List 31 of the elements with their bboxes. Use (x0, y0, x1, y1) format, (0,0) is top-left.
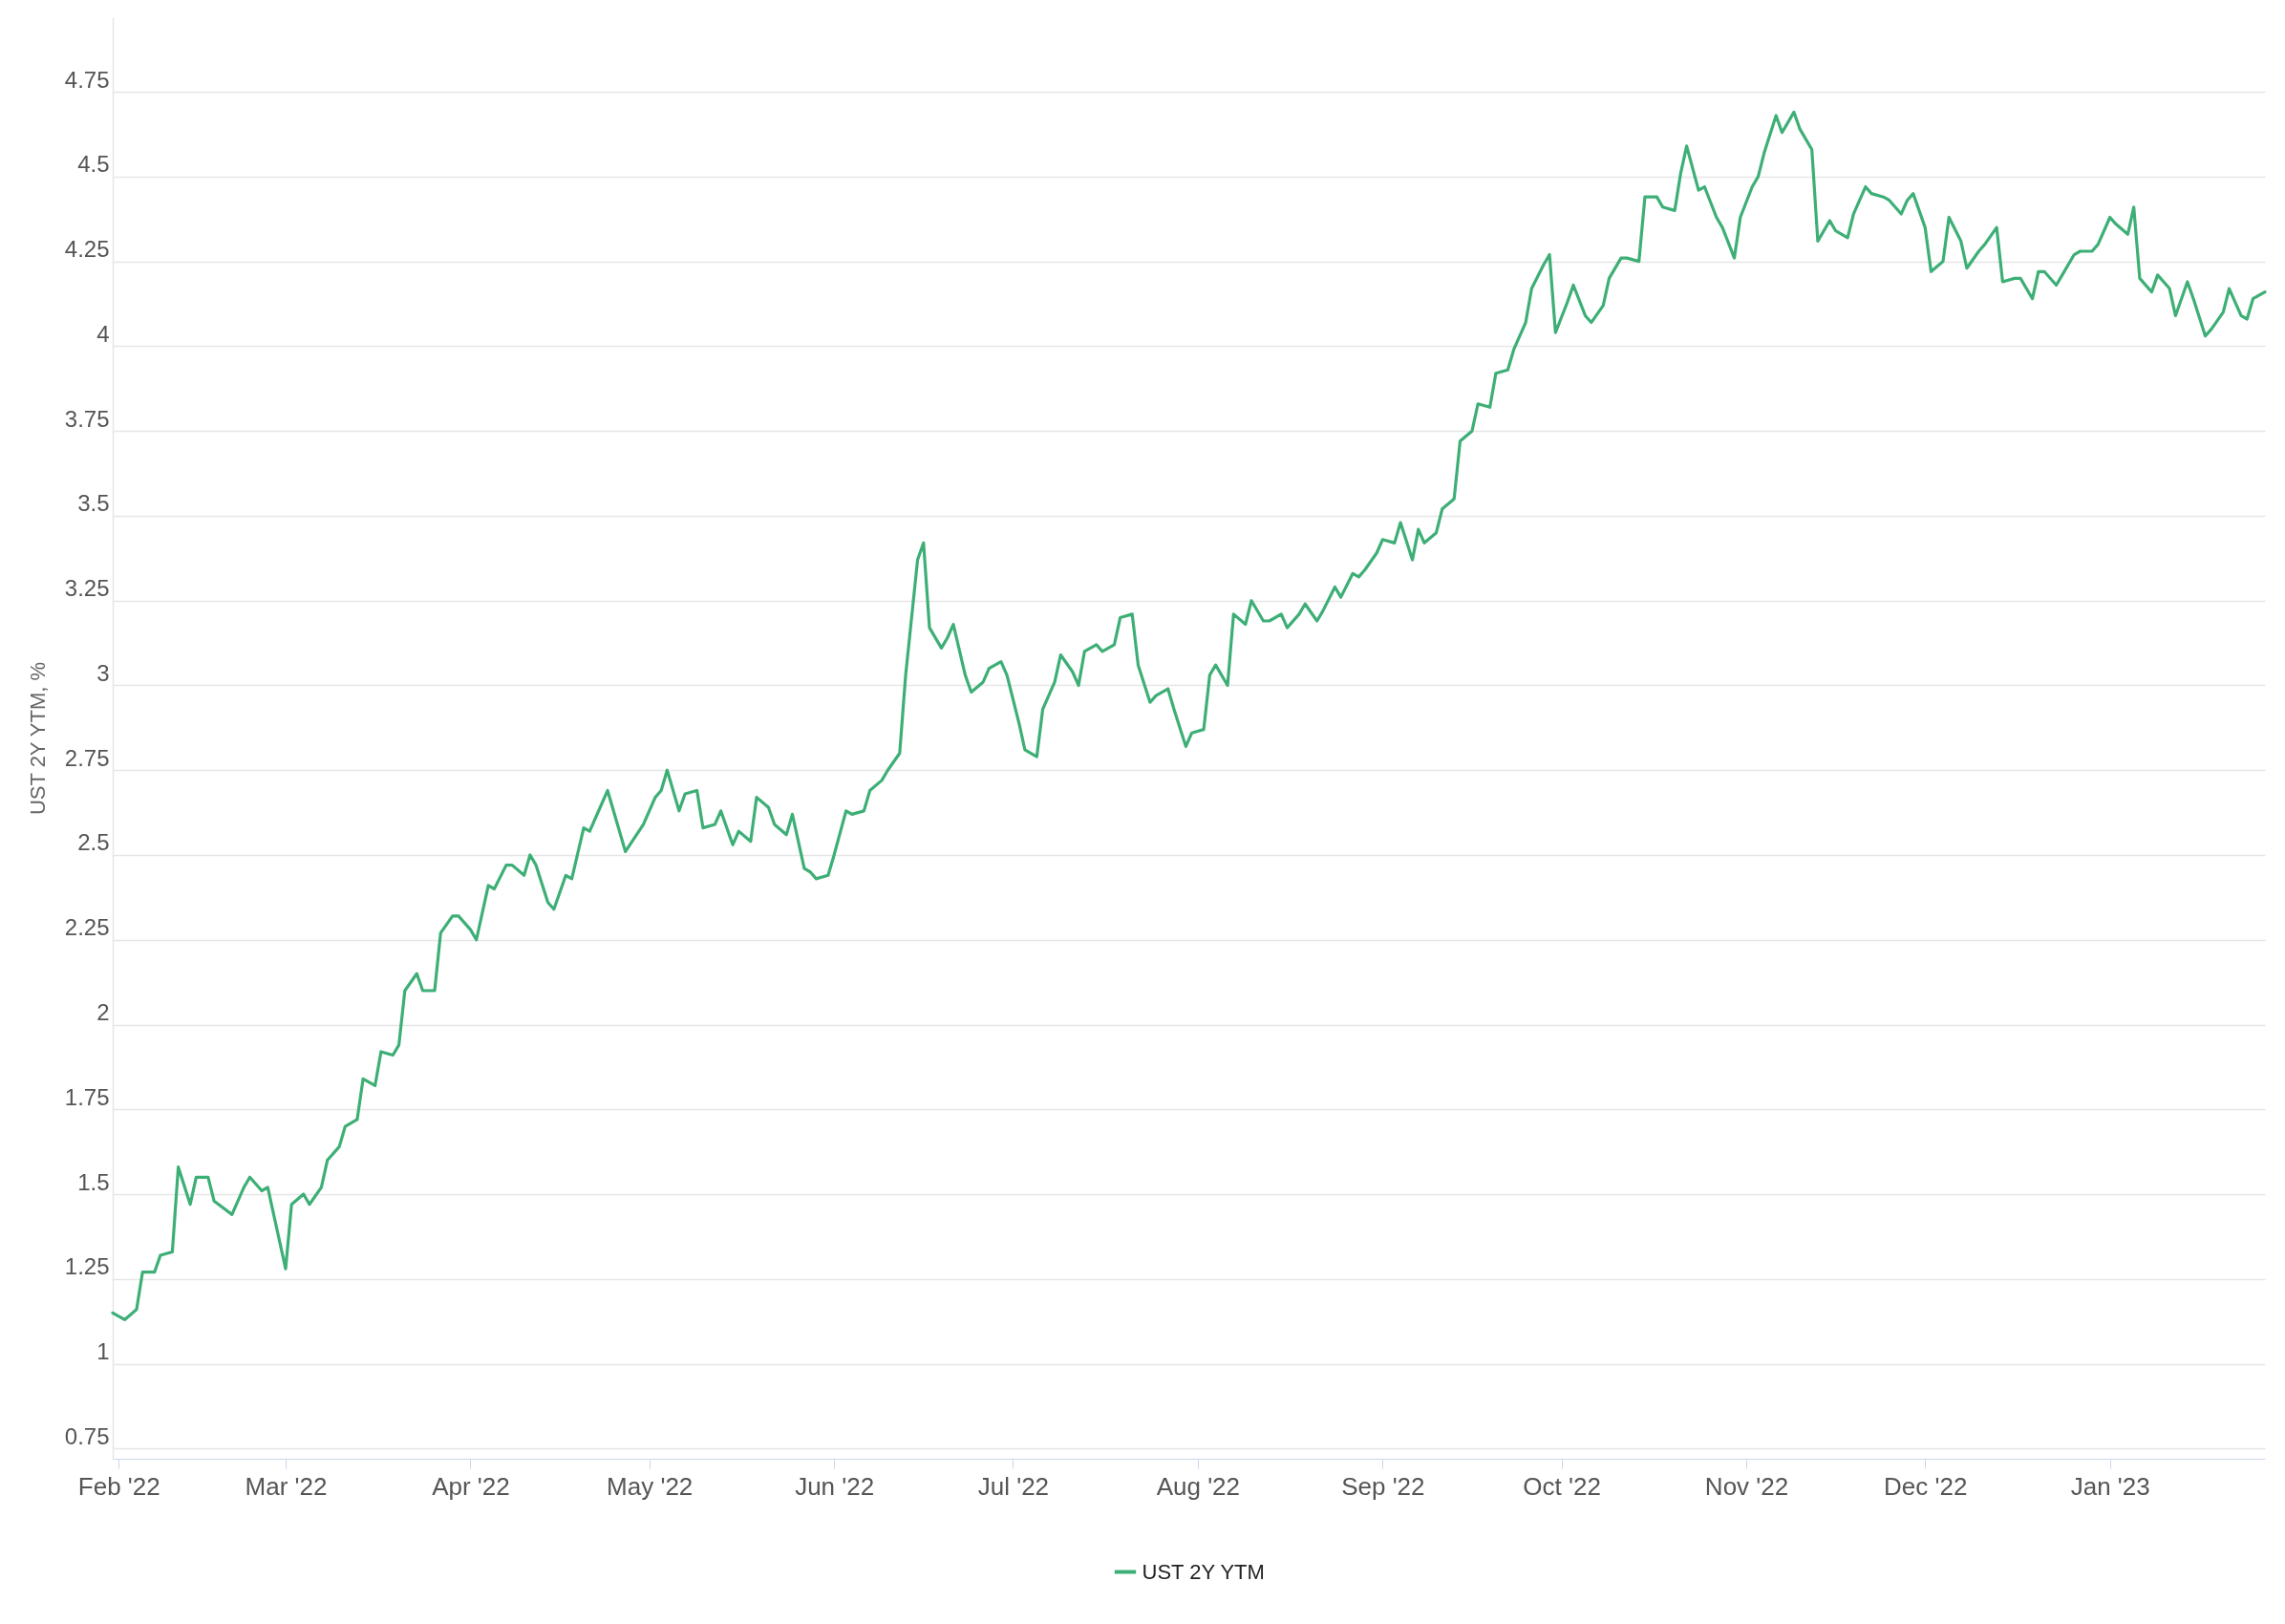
y-tick-label: 3 (96, 659, 110, 686)
y-tick-label: 1.75 (64, 1083, 110, 1110)
y-tick-label: 4.25 (64, 236, 110, 263)
x-tick-label: Sep '22 (1341, 1471, 1425, 1501)
x-tick-label: Nov '22 (1704, 1471, 1789, 1501)
y-tick-label: 4.75 (64, 66, 110, 93)
y-tick-label: 3.5 (77, 490, 110, 517)
legend-label: UST 2Y YTM (1142, 1559, 1265, 1584)
y-axis-title: UST 2Y YTM, % (25, 661, 50, 816)
x-tick-label: May '22 (607, 1471, 694, 1501)
y-tick-label: 3.75 (64, 405, 110, 432)
x-tick-label: Oct '22 (1523, 1471, 1601, 1501)
y-tick-label: 1 (96, 1338, 110, 1365)
y-tick-label: 2.5 (77, 829, 110, 856)
x-tick-label: Jan '23 (2070, 1471, 2150, 1501)
x-tick-label: Jul '22 (977, 1471, 1050, 1501)
y-tick-label: 0.75 (64, 1422, 110, 1449)
y-tick-label: 2.25 (64, 914, 110, 941)
x-tick-label: Feb '22 (77, 1471, 160, 1501)
y-tick-label: 4 (96, 320, 110, 347)
x-tick-label: Apr '22 (432, 1471, 510, 1501)
y-tick-label: 2 (96, 999, 110, 1026)
y-tick-label: 3.25 (64, 575, 110, 602)
y-tick-label: 1.25 (64, 1253, 110, 1280)
x-tick-label: Jun '22 (795, 1471, 875, 1501)
y-tick-label: 2.75 (64, 744, 110, 771)
y-tick-label: 1.5 (77, 1168, 110, 1195)
x-tick-label: Mar '22 (245, 1471, 328, 1501)
x-tick-label: Aug '22 (1156, 1471, 1241, 1501)
x-tick-label: Dec '22 (1884, 1471, 1968, 1501)
y-tick-label: 4.5 (77, 151, 110, 178)
